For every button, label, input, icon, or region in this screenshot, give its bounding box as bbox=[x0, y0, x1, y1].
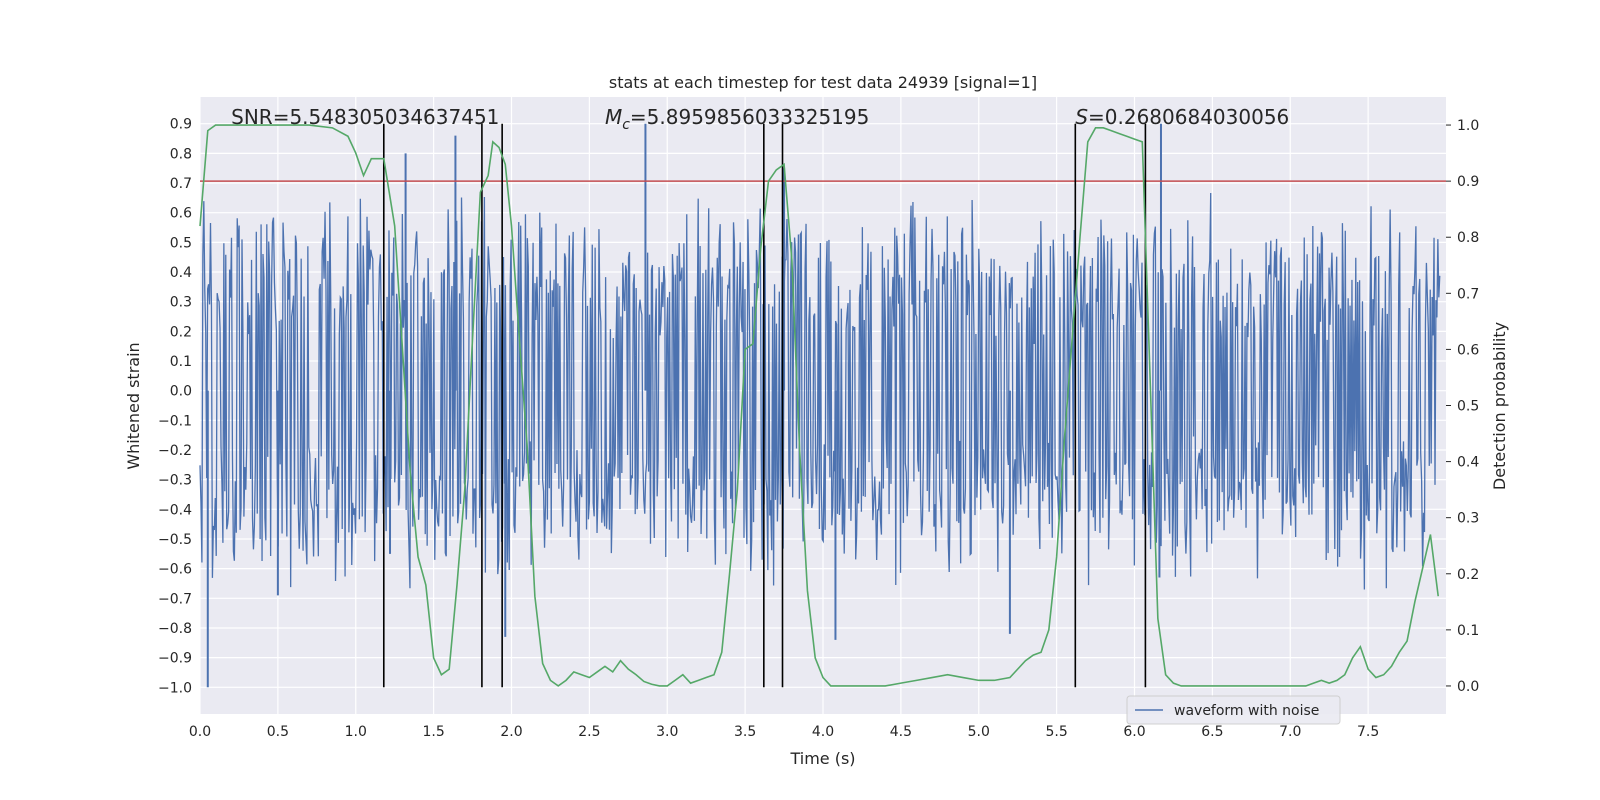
x-tick-label: 1.5 bbox=[422, 724, 444, 740]
x-tick-label: 4.0 bbox=[812, 724, 834, 740]
y-left-tick-label: 0.8 bbox=[170, 146, 192, 162]
x-tick-label: 6.0 bbox=[1123, 724, 1145, 740]
y-right-tick-label: 0.6 bbox=[1457, 342, 1479, 358]
y-right-tick-label: 0.4 bbox=[1457, 455, 1479, 471]
y-left-tick-label: 0.5 bbox=[170, 235, 192, 251]
y-left-tick-label: −0.8 bbox=[158, 621, 192, 637]
y-axis-left-label: Whitened strain bbox=[124, 342, 143, 469]
y-left-tick-label: −0.3 bbox=[158, 473, 192, 489]
y-right-tick-label: 0.9 bbox=[1457, 174, 1479, 190]
x-tick-label: 6.5 bbox=[1201, 724, 1223, 740]
chart-title: stats at each timestep for test data 249… bbox=[609, 73, 1037, 92]
score-symbol: S bbox=[1075, 105, 1088, 129]
x-tick-label: 7.5 bbox=[1357, 724, 1379, 740]
snr-annotation: SNR=5.548305034637451 bbox=[231, 105, 499, 129]
y-left-tick-label: −0.1 bbox=[158, 413, 192, 429]
y-left-tick-label: −0.2 bbox=[158, 443, 192, 459]
y-left-tick-label: 0.7 bbox=[170, 176, 192, 192]
stat-annotations: SNR=5.548305034637451 Mc=5.8959856033325… bbox=[231, 105, 1289, 133]
waveform-with-noise-series bbox=[199, 123, 1441, 688]
y-left-tick-label: −0.9 bbox=[158, 651, 192, 667]
y-right-tick-label: 0.7 bbox=[1457, 286, 1479, 302]
x-tick-label: 2.5 bbox=[578, 724, 600, 740]
y-left-tick-label: 0.2 bbox=[170, 324, 192, 340]
chirp-mass-value: =5.8959856033325195 bbox=[630, 105, 869, 129]
y-left-tick-label: 0.1 bbox=[170, 354, 192, 370]
chirp-mass-symbol: M bbox=[605, 105, 622, 129]
y-right-tick-label: 0.2 bbox=[1457, 567, 1479, 583]
x-axis-ticks: 0.0 0.5 1.0 1.5 2.0 2.5 3.0 3.5 4.0 4.5 5.0 5.5 6.0 6… bbox=[189, 724, 1379, 740]
x-tick-label: 3.5 bbox=[734, 724, 756, 740]
chirp-mass-annotation: Mc=5.8959856033325195 bbox=[605, 105, 869, 133]
x-tick-label: 4.5 bbox=[890, 724, 912, 740]
y-left-tick-label: −1.0 bbox=[158, 680, 192, 696]
chirp-mass-subscript: c bbox=[622, 117, 630, 133]
y-right-tick-label: 0.0 bbox=[1457, 679, 1479, 695]
legend-box bbox=[1126, 695, 1341, 725]
x-tick-label: 0.0 bbox=[189, 724, 211, 740]
y-left-tick-label: −0.4 bbox=[158, 502, 192, 518]
x-axis-label: Time (s) bbox=[789, 749, 855, 768]
x-tick-label: 1.0 bbox=[345, 724, 367, 740]
x-tick-label: 7.0 bbox=[1279, 724, 1301, 740]
y-left-tick-label: −0.6 bbox=[158, 562, 192, 578]
y-left-tick-label: 0.9 bbox=[170, 117, 192, 133]
y-left-tick-label: 0.6 bbox=[170, 206, 192, 222]
y-right-tick-label: 0.3 bbox=[1457, 511, 1479, 527]
score-value: =0.2680684030056 bbox=[1088, 105, 1289, 129]
y-right-tick-label: 0.1 bbox=[1457, 623, 1479, 639]
x-tick-label: 5.5 bbox=[1045, 724, 1067, 740]
y-left-tick-label: 0.0 bbox=[170, 384, 192, 400]
y-left-tick-label: −0.7 bbox=[158, 591, 192, 607]
y-left-tick-label: 0.3 bbox=[170, 295, 192, 311]
y-right-tick-label: 1.0 bbox=[1457, 118, 1479, 134]
legend-label-waveform: waveform with noise bbox=[1174, 703, 1319, 719]
x-tick-label: 0.5 bbox=[267, 724, 289, 740]
y-axis-left-ticks: 0.9 0.8 0.7 0.6 0.5 0.4 0.3 0.2 0.1 0.0 −0.1 −0.2 −0… bbox=[158, 117, 192, 697]
x-tick-label: 5.0 bbox=[968, 724, 990, 740]
y-axis-right-ticks: 1.0 0.9 0.8 0.7 0.6 0.5 0.4 0.3 0.2 0.1 0.0 bbox=[1446, 118, 1479, 695]
probability-line bbox=[199, 124, 1440, 687]
legend: waveform with noise bbox=[1126, 695, 1341, 725]
y-right-tick-label: 0.8 bbox=[1457, 230, 1479, 246]
detection-probability-series bbox=[199, 124, 1440, 687]
waveform-line bbox=[199, 192, 1441, 590]
y-right-tick-label: 0.5 bbox=[1457, 399, 1479, 415]
score-annotation: S=0.2680684030056 bbox=[1075, 105, 1289, 129]
y-left-tick-label: 0.4 bbox=[170, 265, 192, 281]
y-left-tick-label: −0.5 bbox=[158, 532, 192, 548]
x-tick-label: 3.0 bbox=[656, 724, 678, 740]
y-axis-right-label: Detection probability bbox=[1490, 322, 1509, 490]
x-tick-label: 2.0 bbox=[500, 724, 522, 740]
